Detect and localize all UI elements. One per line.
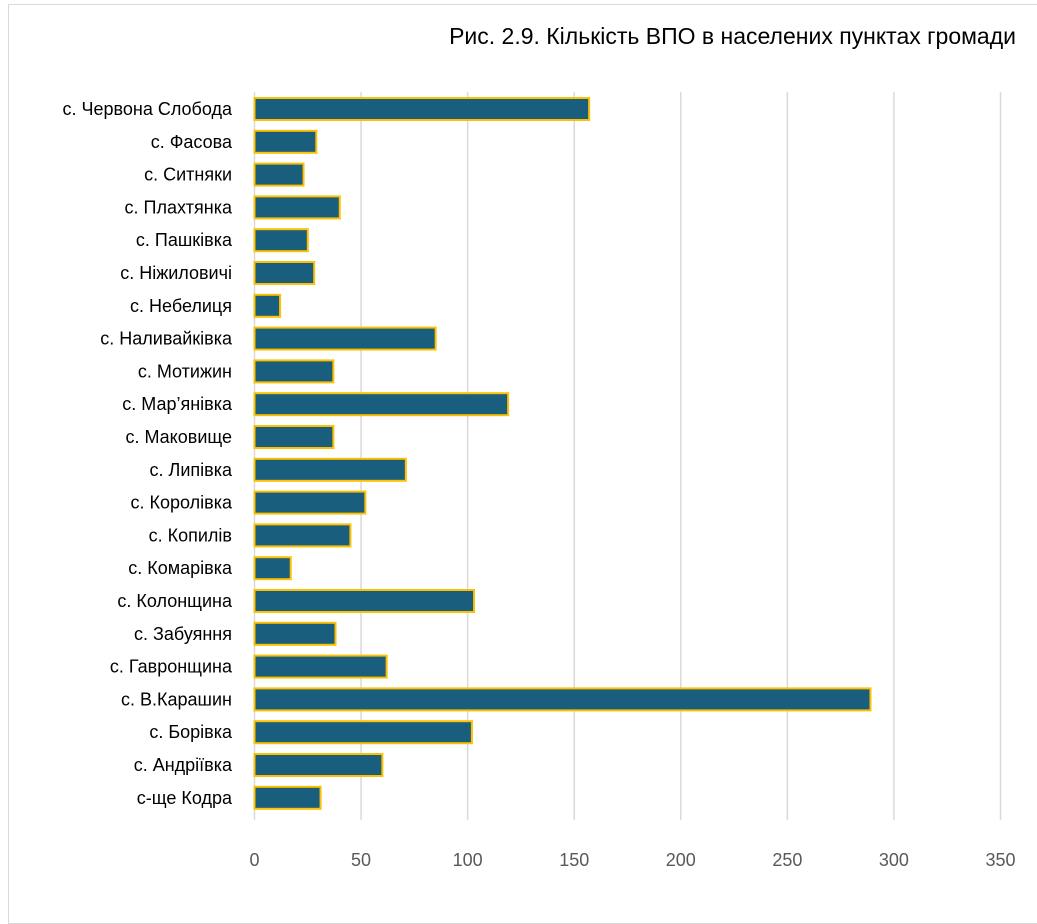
bar <box>253 490 367 515</box>
x-tick-label: 350 <box>985 850 1015 870</box>
category-label: с. Борівка <box>149 722 233 742</box>
bar <box>253 556 292 581</box>
category-label: с. Наливайківка <box>100 329 233 349</box>
category-label: с. Гавронщина <box>110 657 233 677</box>
category-label: с. Плахтянка <box>125 197 233 217</box>
x-tick-label-layer: 0 50 100 150 200 250 300 350 <box>249 850 1015 870</box>
category-label: с. Андріївка <box>134 755 233 775</box>
bar-layer <box>253 97 872 810</box>
x-tick-label: 50 <box>351 850 371 870</box>
category-label: с. Липівка <box>150 460 233 480</box>
bar <box>253 753 384 777</box>
x-tick-label: 0 <box>249 850 259 870</box>
bar <box>253 261 316 285</box>
category-label: с. Забуяння <box>134 624 232 644</box>
bar <box>253 228 309 253</box>
x-tick-label: 150 <box>559 850 589 870</box>
bar <box>253 654 388 679</box>
category-label: с. Ситняки <box>144 165 232 185</box>
x-tick-label: 100 <box>453 850 483 870</box>
bar <box>253 621 337 646</box>
category-label: с. Комарівка <box>128 558 233 578</box>
bar <box>253 392 510 417</box>
x-tick-label: 250 <box>772 850 802 870</box>
x-tick-label: 200 <box>666 850 696 870</box>
bar <box>253 129 318 154</box>
category-label: с. Маковище <box>125 427 232 447</box>
chart-frame <box>8 4 1037 924</box>
bar <box>253 97 591 121</box>
category-label: с. Червона Слобода <box>63 99 233 119</box>
bar <box>253 326 437 351</box>
category-label: с-ще Кодра <box>137 788 233 808</box>
bar <box>253 687 872 712</box>
bar <box>253 359 335 384</box>
category-label: с. Копилів <box>149 525 232 545</box>
category-label: с. Королівка <box>131 493 233 513</box>
category-label: с. Мар’янівка <box>122 394 233 414</box>
category-label: с. Фасова <box>151 132 233 152</box>
x-tick-label: 300 <box>879 850 909 870</box>
category-label-layer: с. Червона Слобода с. Фасова с. Ситняки с. … <box>63 99 233 808</box>
bar <box>253 162 305 187</box>
bar <box>253 523 352 548</box>
bar <box>253 589 476 613</box>
bar <box>253 720 473 745</box>
bar <box>253 293 282 318</box>
category-label: с. В.Карашин <box>121 689 232 709</box>
category-label: с. Ніжиловичі <box>120 263 232 283</box>
category-label: с. Колонщина <box>117 591 233 611</box>
bar <box>253 785 322 810</box>
category-label: с. Пашківка <box>136 230 233 250</box>
bar <box>253 457 407 482</box>
bar <box>253 425 335 449</box>
bar <box>253 195 341 220</box>
category-label: с. Мотижин <box>138 361 232 381</box>
category-label: с. Небелиця <box>130 296 232 316</box>
chart-title: Рис. 2.9. Кількість ВПО в населених пунк… <box>449 23 1016 49</box>
